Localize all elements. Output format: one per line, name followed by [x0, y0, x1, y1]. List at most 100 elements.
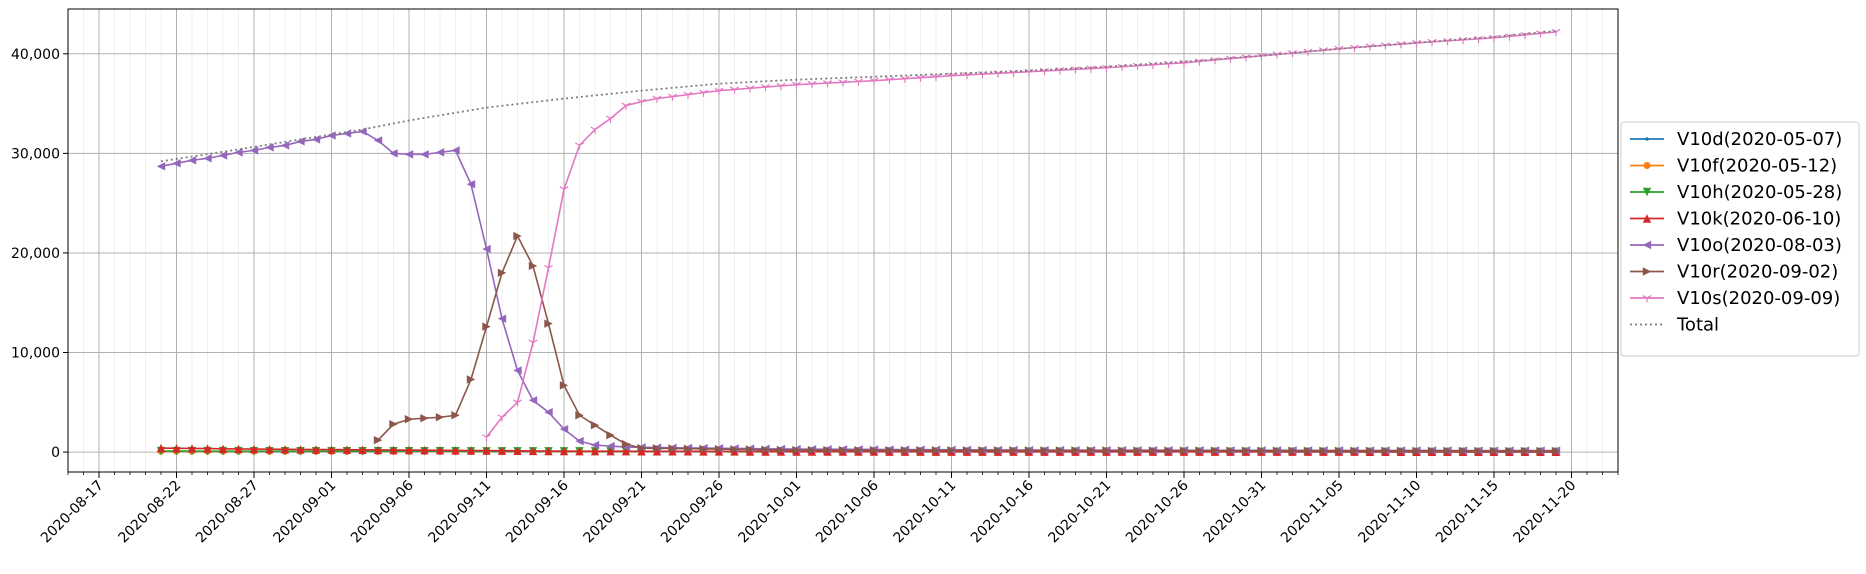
series-line — [160, 30, 1557, 163]
data-point — [652, 95, 662, 103]
data-point — [1009, 446, 1018, 455]
data-point — [683, 91, 693, 99]
data-point — [1520, 446, 1530, 456]
legend-marker — [1643, 162, 1651, 169]
data-point — [234, 148, 243, 157]
x-tick-label: 2020-10-16 — [968, 477, 1037, 546]
data-point — [869, 445, 879, 455]
legend-label: Total — [1676, 315, 1719, 336]
data-point — [1489, 446, 1499, 456]
data-point — [791, 81, 802, 89]
data-point — [621, 447, 631, 456]
series-line — [485, 31, 1557, 438]
data-point — [327, 131, 336, 140]
data-point — [822, 80, 833, 88]
x-tick-label: 2020-11-20 — [1510, 478, 1579, 547]
data-point — [1272, 446, 1282, 455]
data-point — [993, 446, 1003, 455]
legend-item: V10k(2020-06-10) — [1630, 209, 1841, 230]
data-point — [869, 77, 879, 85]
data-point — [900, 75, 910, 83]
data-point — [513, 366, 522, 375]
data-point — [249, 444, 259, 454]
data-point — [916, 446, 925, 455]
data-point — [698, 89, 709, 97]
data-point — [1195, 446, 1204, 455]
legend-marker — [1642, 187, 1652, 197]
legend-item: V10s(2020-09-09) — [1630, 288, 1840, 309]
data-point — [280, 445, 290, 454]
x-tick-label: 2020-10-01 — [735, 478, 804, 547]
data-point — [404, 415, 414, 424]
x-tick-label: 2020-10-26 — [1123, 477, 1192, 546]
data-point — [497, 314, 507, 323]
data-point — [637, 443, 646, 453]
data-point — [652, 447, 662, 456]
data-point — [1319, 446, 1328, 455]
data-point — [544, 408, 553, 417]
data-point — [652, 444, 662, 453]
data-point — [885, 446, 894, 455]
data-point — [1148, 446, 1158, 455]
data-point — [683, 444, 693, 453]
data-point — [1133, 446, 1142, 455]
data-point — [528, 396, 538, 405]
plot-frame — [67, 8, 1619, 473]
data-point — [559, 186, 569, 194]
data-point — [482, 446, 491, 455]
data-point — [745, 445, 755, 454]
data-point — [760, 84, 771, 92]
legend-label: V10h(2020-05-28) — [1677, 182, 1842, 203]
data-point — [668, 447, 677, 456]
legend-label: V10r(2020-09-02) — [1677, 262, 1838, 283]
data-point — [497, 268, 507, 278]
data-point — [978, 446, 987, 455]
data-point — [404, 150, 414, 159]
data-point — [373, 445, 383, 455]
data-point — [203, 154, 212, 163]
data-point — [1117, 446, 1127, 455]
data-point — [559, 446, 569, 456]
x-tick-label: 2020-10-06 — [813, 477, 882, 546]
data-point — [481, 434, 492, 442]
data-point — [156, 162, 166, 171]
data-point — [776, 445, 786, 455]
x-tick-label: 2020-10-11 — [890, 478, 959, 547]
x-tick-label: 2020-08-27 — [193, 478, 262, 547]
data-point — [280, 141, 290, 150]
data-point — [389, 445, 398, 455]
data-point — [1179, 446, 1189, 455]
data-point — [1303, 446, 1313, 455]
data-point — [1288, 446, 1297, 455]
data-point — [1257, 446, 1266, 455]
data-point — [900, 446, 910, 455]
data-point — [792, 445, 801, 455]
data-point — [1458, 446, 1468, 456]
legend-box — [1620, 121, 1860, 357]
data-point — [729, 86, 740, 94]
x-tick-label: 2020-11-10 — [1355, 478, 1424, 547]
x-tick-label: 2020-11-15 — [1433, 478, 1502, 547]
data-point — [621, 102, 631, 110]
data-point — [265, 143, 274, 152]
y-tick-label: 40,000 — [11, 47, 60, 63]
data-point — [962, 446, 972, 455]
data-point — [373, 435, 383, 445]
data-point — [528, 339, 538, 347]
legend-item: V10d(2020-05-07) — [1630, 129, 1842, 150]
data-point — [203, 444, 212, 453]
data-point — [575, 446, 584, 456]
data-point — [606, 441, 615, 451]
data-point — [776, 82, 786, 91]
data-point — [435, 413, 445, 422]
data-point — [466, 446, 476, 455]
legend-label: V10o(2020-08-03) — [1677, 235, 1842, 256]
data-point — [327, 445, 336, 454]
x-tick-label: 2020-08-17 — [38, 478, 107, 547]
data-point — [575, 436, 584, 446]
x-tick-label: 2020-08-22 — [115, 478, 184, 547]
data-point — [404, 445, 414, 455]
legend-item: V10f(2020-05-12) — [1630, 156, 1837, 177]
data-point — [358, 445, 367, 454]
